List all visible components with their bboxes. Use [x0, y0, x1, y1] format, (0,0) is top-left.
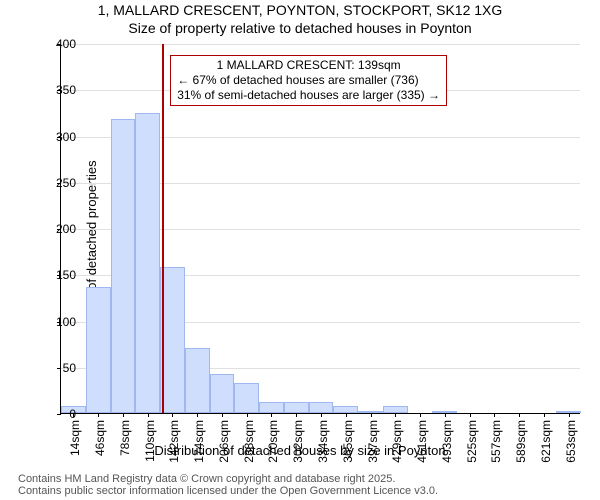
histogram-bar — [135, 113, 160, 413]
annotation-box: 1 MALLARD CRESCENT: 139sqm← 67% of detac… — [170, 55, 447, 106]
y-tick-label: 350 — [56, 83, 76, 97]
x-tick-label: 46sqm — [93, 420, 107, 456]
x-tick-mark — [569, 413, 570, 417]
histogram-bar — [383, 406, 408, 413]
y-tick-label: 300 — [56, 130, 76, 144]
x-tick-mark — [296, 413, 297, 417]
x-tick-label: 302sqm — [291, 420, 305, 463]
y-tick-label: 100 — [56, 315, 76, 329]
x-tick-label: 270sqm — [266, 420, 280, 463]
y-tick-mark — [57, 368, 61, 369]
x-tick-mark — [371, 413, 372, 417]
x-tick-mark — [519, 413, 520, 417]
y-tick-mark — [57, 414, 61, 415]
grid-line — [61, 44, 580, 45]
plot-area: 1 MALLARD CRESCENT: 139sqm← 67% of detac… — [60, 44, 580, 414]
x-tick-label: 653sqm — [564, 420, 578, 463]
histogram-bar — [309, 402, 334, 413]
x-tick-label: 397sqm — [366, 420, 380, 463]
x-tick-label: 206sqm — [217, 420, 231, 463]
x-tick-mark — [321, 413, 322, 417]
reference-line — [162, 44, 164, 413]
x-tick-label: 461sqm — [415, 420, 429, 463]
histogram-bar — [210, 374, 235, 413]
histogram-bar — [111, 119, 136, 413]
histogram-bar — [284, 402, 309, 413]
x-tick-label: 142sqm — [167, 420, 181, 463]
x-tick-mark — [123, 413, 124, 417]
x-tick-label: 429sqm — [390, 420, 404, 463]
x-tick-mark — [247, 413, 248, 417]
attribution-line: Contains HM Land Registry data © Crown c… — [18, 473, 438, 486]
x-tick-label: 174sqm — [192, 420, 206, 463]
annotation-line: 31% of semi-detached houses are larger (… — [177, 88, 440, 103]
y-tick-label: 400 — [56, 37, 76, 51]
x-tick-label: 334sqm — [316, 420, 330, 463]
y-tick-label: 200 — [56, 222, 76, 236]
x-tick-mark — [544, 413, 545, 417]
x-tick-mark — [197, 413, 198, 417]
x-tick-mark — [172, 413, 173, 417]
x-tick-label: 557sqm — [489, 420, 503, 463]
x-tick-mark — [494, 413, 495, 417]
x-tick-label: 525sqm — [465, 420, 479, 463]
x-tick-label: 238sqm — [242, 420, 256, 463]
x-tick-label: 14sqm — [68, 420, 82, 456]
histogram-bar — [185, 348, 210, 413]
x-tick-mark — [395, 413, 396, 417]
annotation-line: ← 67% of detached houses are smaller (73… — [177, 73, 440, 88]
x-tick-mark — [445, 413, 446, 417]
chart-subtitle: Size of property relative to detached ho… — [0, 20, 600, 36]
x-tick-mark — [222, 413, 223, 417]
histogram-bar — [259, 402, 284, 413]
y-tick-label: 0 — [69, 407, 76, 421]
histogram-bar — [234, 383, 259, 413]
x-tick-label: 621sqm — [539, 420, 553, 463]
histogram-bar — [86, 287, 111, 413]
histogram-bar — [333, 406, 358, 413]
y-tick-label: 150 — [56, 268, 76, 282]
annotation-line: 1 MALLARD CRESCENT: 139sqm — [177, 58, 440, 73]
x-tick-mark — [98, 413, 99, 417]
x-tick-label: 110sqm — [143, 420, 157, 462]
attribution-text: Contains HM Land Registry data © Crown c… — [18, 473, 438, 498]
x-tick-mark — [271, 413, 272, 417]
chart-title: 1, MALLARD CRESCENT, POYNTON, STOCKPORT,… — [0, 2, 600, 18]
x-tick-mark — [470, 413, 471, 417]
y-tick-label: 250 — [56, 176, 76, 190]
x-tick-mark — [148, 413, 149, 417]
attribution-line: Contains public sector information licen… — [18, 485, 438, 498]
x-tick-label: 589sqm — [514, 420, 528, 463]
x-tick-label: 78sqm — [118, 420, 132, 456]
property-size-chart: 1, MALLARD CRESCENT, POYNTON, STOCKPORT,… — [0, 0, 600, 500]
y-tick-label: 50 — [63, 361, 76, 375]
x-tick-label: 493sqm — [440, 420, 454, 463]
x-tick-label: 365sqm — [341, 420, 355, 463]
x-tick-mark — [346, 413, 347, 417]
x-tick-mark — [420, 413, 421, 417]
